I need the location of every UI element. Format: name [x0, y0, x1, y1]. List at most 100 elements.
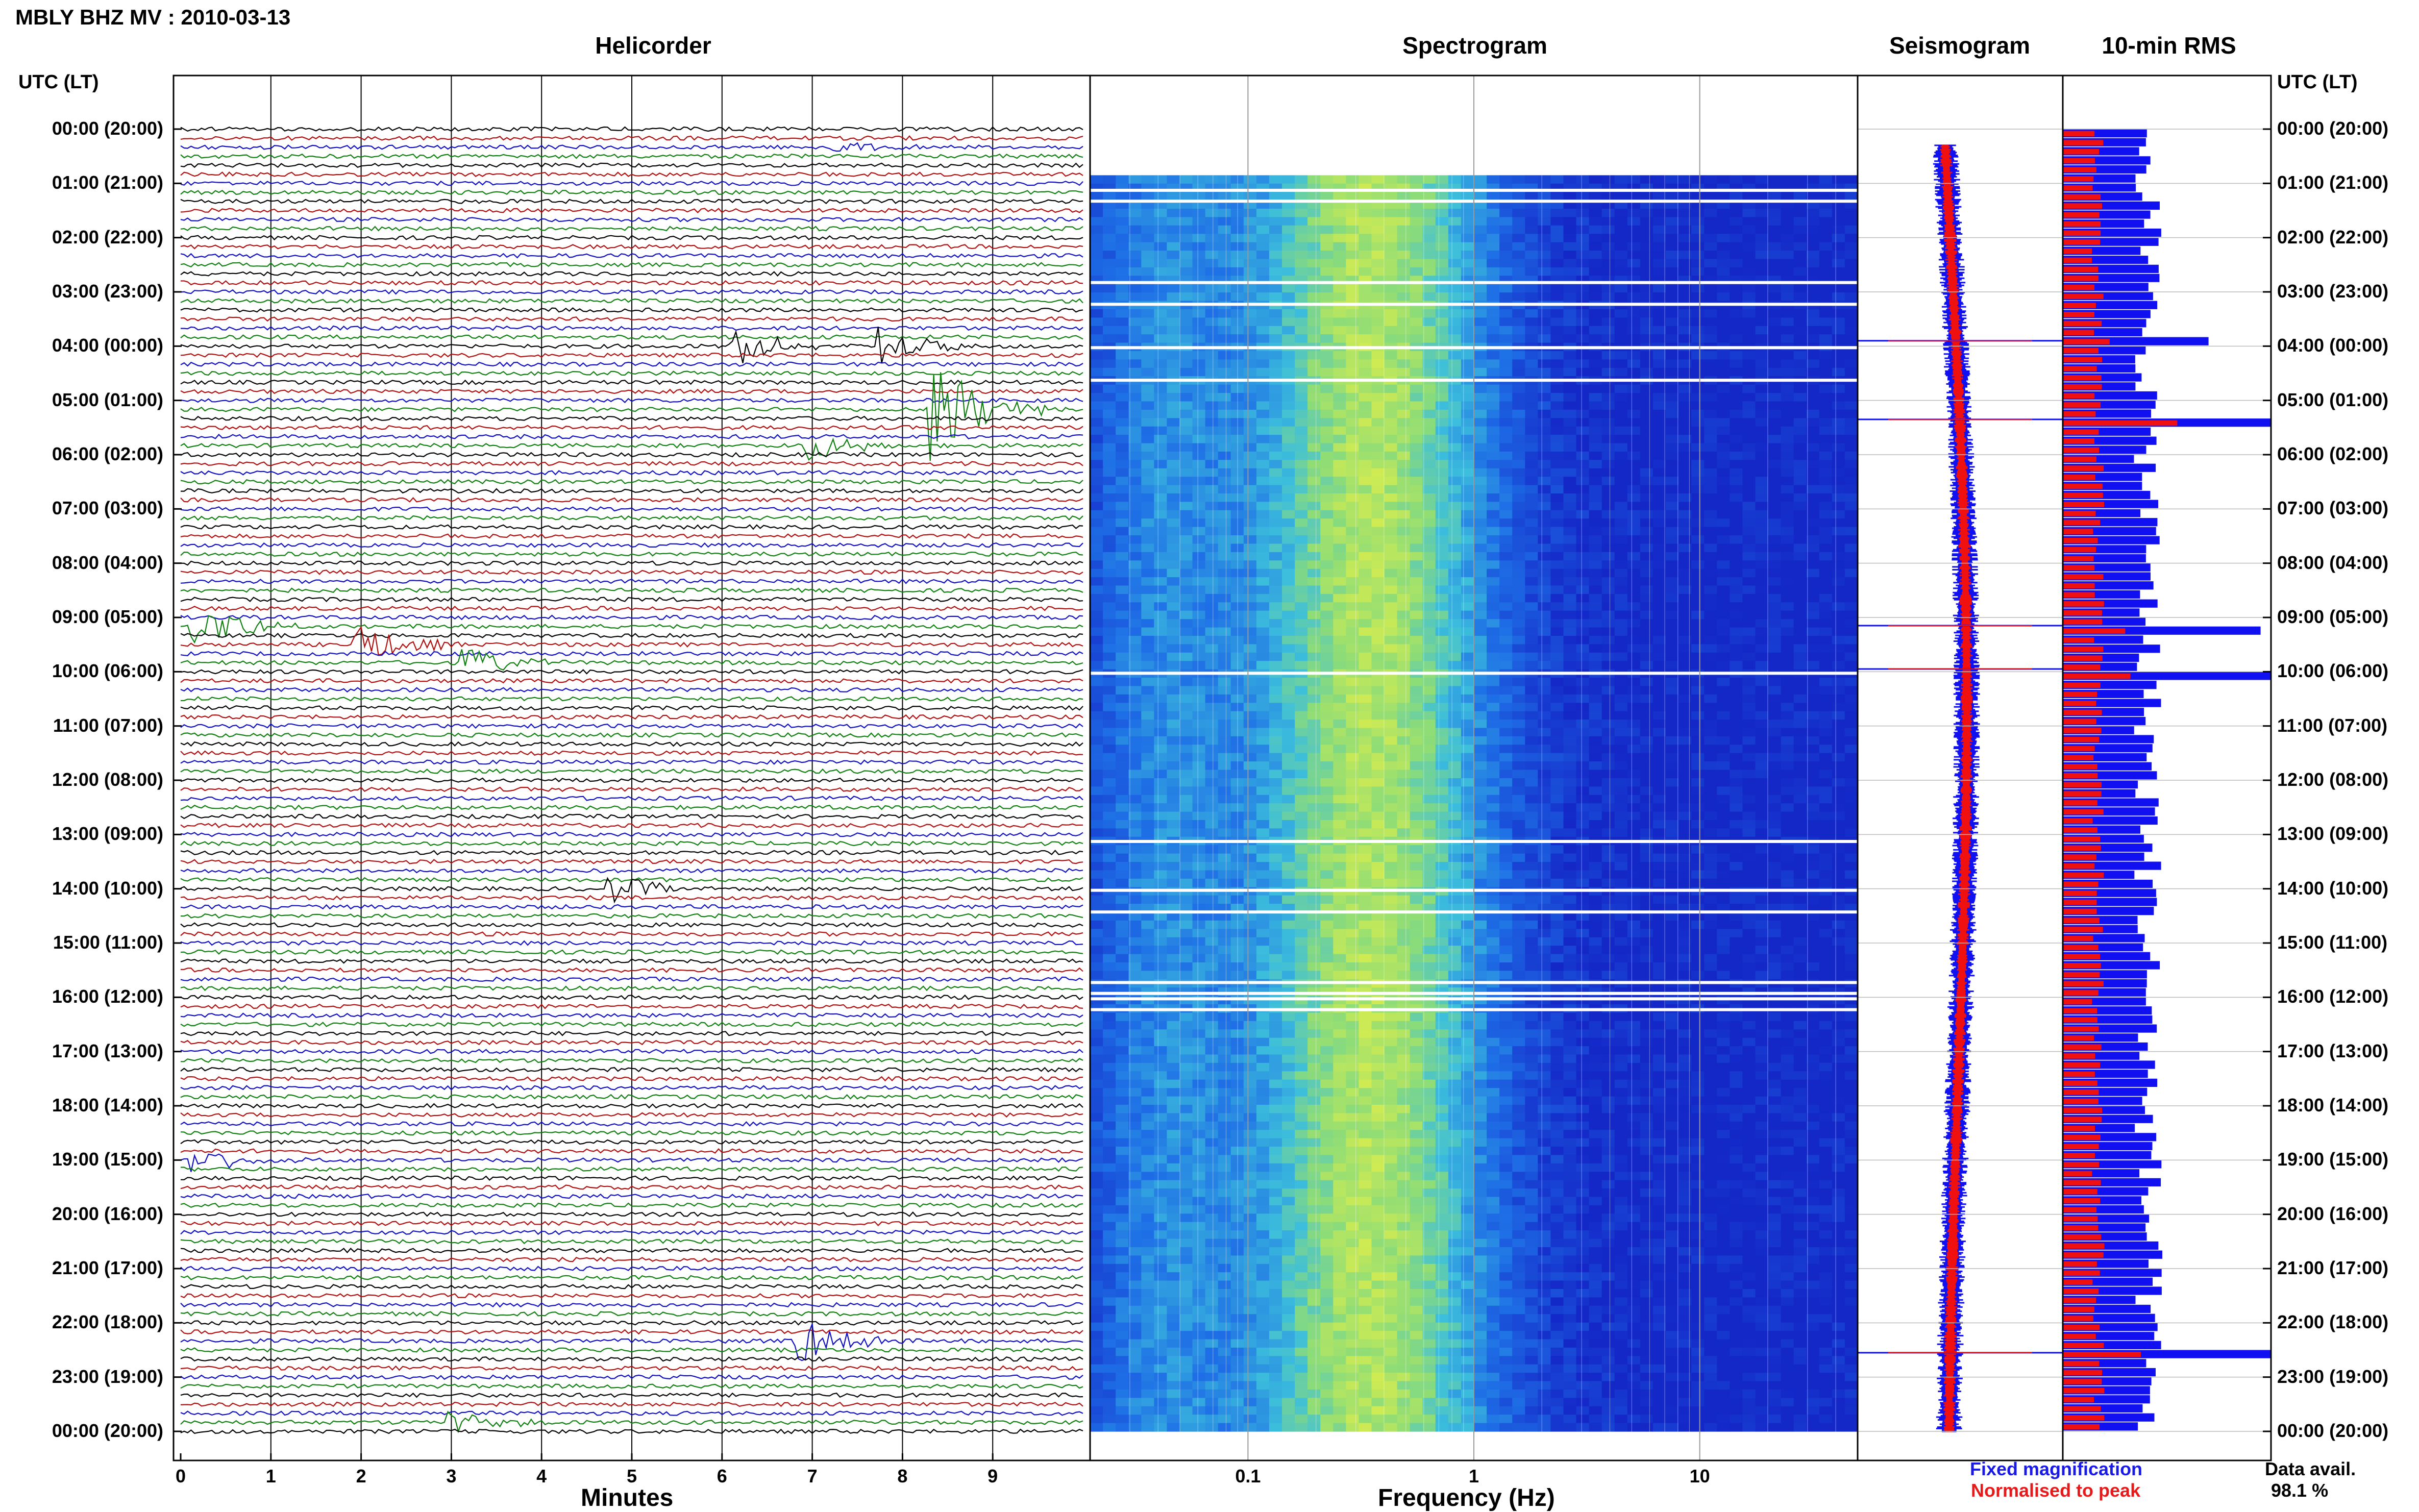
spectrogram-cell	[1397, 393, 1411, 402]
spectrogram-cell	[1346, 251, 1359, 260]
spectrogram-cell	[1652, 502, 1666, 511]
spectrogram-cell	[1371, 209, 1385, 217]
spectrogram-cell	[1652, 393, 1666, 402]
spectrogram-cell	[1550, 636, 1564, 645]
spectrogram-cell	[1410, 401, 1423, 410]
spectrogram-cell	[1704, 401, 1717, 410]
spectrogram-cell	[1141, 610, 1154, 619]
spectrogram-cell	[1589, 686, 1602, 695]
spectrogram-cell	[1601, 175, 1615, 184]
spectrogram-cell	[1128, 535, 1142, 544]
spectrogram-cell	[1167, 828, 1180, 837]
spectrogram-cell	[1384, 745, 1398, 754]
spectrogram-cell	[1499, 535, 1513, 544]
spectrogram-cell	[1589, 778, 1602, 787]
spectrogram-cell	[1844, 862, 1858, 871]
spectrogram-cell	[1512, 435, 1525, 444]
spectrogram-cell	[1768, 334, 1782, 343]
spectrogram-cell	[1333, 736, 1346, 745]
spectrogram-cell	[1461, 828, 1474, 837]
spectrogram-cell	[1652, 175, 1666, 184]
spectrogram-cell	[1499, 317, 1513, 327]
spectrogram-cell	[1371, 518, 1385, 528]
spectrogram-cell	[1333, 745, 1346, 754]
spectrogram-cell	[1666, 351, 1679, 360]
spectrogram-cell	[1730, 309, 1743, 318]
spectrogram-cell	[1487, 409, 1500, 418]
spectrogram-cell	[1819, 234, 1833, 243]
spectrogram-cell	[1742, 334, 1756, 343]
spectrogram-cell	[1192, 543, 1206, 553]
spectrogram-cell	[1422, 234, 1436, 243]
spectrogram-cell	[1640, 359, 1653, 368]
spectrogram-cell	[1320, 234, 1334, 243]
spectrogram-cell	[1589, 770, 1602, 779]
spectrogram-cell	[1410, 259, 1423, 268]
spectrogram-cell	[1410, 192, 1423, 201]
spectrogram-cell	[1282, 610, 1295, 619]
spectrogram-cell	[1844, 217, 1858, 226]
spectrogram-cell	[1793, 418, 1807, 427]
spectrogram-cell	[1806, 602, 1820, 611]
spectrogram-cell	[1525, 560, 1538, 569]
spectrogram-cell	[1410, 485, 1423, 494]
spectrogram-cell	[1666, 292, 1679, 302]
spectrogram-cell	[1755, 393, 1769, 402]
spectrogram-cell	[1307, 602, 1321, 611]
spectrogram-cell	[1295, 602, 1308, 611]
spectrogram-cell	[1589, 644, 1602, 653]
spectrogram-cell	[1256, 267, 1270, 276]
spectrogram-cell	[1167, 367, 1180, 377]
spectrogram-cell	[1781, 409, 1794, 418]
spectrogram-cell	[1538, 652, 1551, 661]
spectrogram-cell	[1205, 828, 1219, 837]
spectrogram-cell	[1167, 443, 1180, 452]
spectrogram-cell	[1128, 636, 1142, 645]
spectrogram-cell	[1333, 652, 1346, 661]
spectrogram-cell	[1679, 803, 1692, 812]
spectrogram-cell	[1844, 384, 1858, 393]
spectrogram-cell	[1627, 401, 1641, 410]
spectrogram-cell	[1167, 209, 1180, 217]
spectrogram-cell	[1717, 401, 1730, 410]
spectrogram-cell	[1550, 560, 1564, 569]
spectrogram-cell	[1410, 728, 1423, 737]
spectrogram-cell	[1371, 326, 1385, 335]
spectrogram-cell	[1550, 577, 1564, 586]
spectrogram-cell	[1614, 795, 1628, 804]
spectrogram-cell	[1128, 393, 1142, 402]
spectrogram-cell	[1755, 409, 1769, 418]
spectrogram-cell	[1666, 619, 1679, 628]
spectrogram-cell	[1819, 535, 1833, 544]
spectrogram-cell	[1269, 803, 1282, 812]
spectrogram-cell	[1589, 451, 1602, 460]
spectrogram-cell	[1781, 242, 1794, 251]
spectrogram-cell	[1666, 284, 1679, 293]
spectrogram-cell	[1384, 317, 1398, 327]
spectrogram-cell	[1576, 359, 1590, 368]
spectrogram-cell	[1384, 644, 1398, 653]
spectrogram-cell	[1652, 585, 1666, 594]
spectrogram-cell	[1589, 435, 1602, 444]
spectrogram-cell	[1755, 694, 1769, 703]
spectrogram-cell	[1435, 292, 1449, 302]
spectrogram-cell	[1141, 661, 1154, 670]
spectrogram-cell	[1167, 510, 1180, 519]
spectrogram-cell	[1307, 711, 1321, 720]
spectrogram-cell	[1359, 259, 1372, 268]
spectrogram-cell	[1218, 510, 1231, 519]
spectrogram-cell	[1435, 225, 1449, 234]
spectrogram-cell	[1550, 317, 1564, 327]
spectrogram-cell	[1435, 426, 1449, 435]
spectrogram-cell	[1333, 803, 1346, 812]
spectrogram-cell	[1256, 367, 1270, 377]
spectrogram-cell	[1282, 811, 1295, 821]
spectrogram-cell	[1141, 175, 1154, 184]
spectrogram-cell	[1179, 661, 1193, 670]
spectrogram-cell	[1128, 845, 1142, 854]
spectrogram-cell	[1538, 209, 1551, 217]
spectrogram-cell	[1755, 535, 1769, 544]
spectrogram-cell	[1167, 778, 1180, 787]
spectrogram-cell	[1243, 351, 1257, 360]
spectrogram-cell	[1448, 317, 1462, 327]
